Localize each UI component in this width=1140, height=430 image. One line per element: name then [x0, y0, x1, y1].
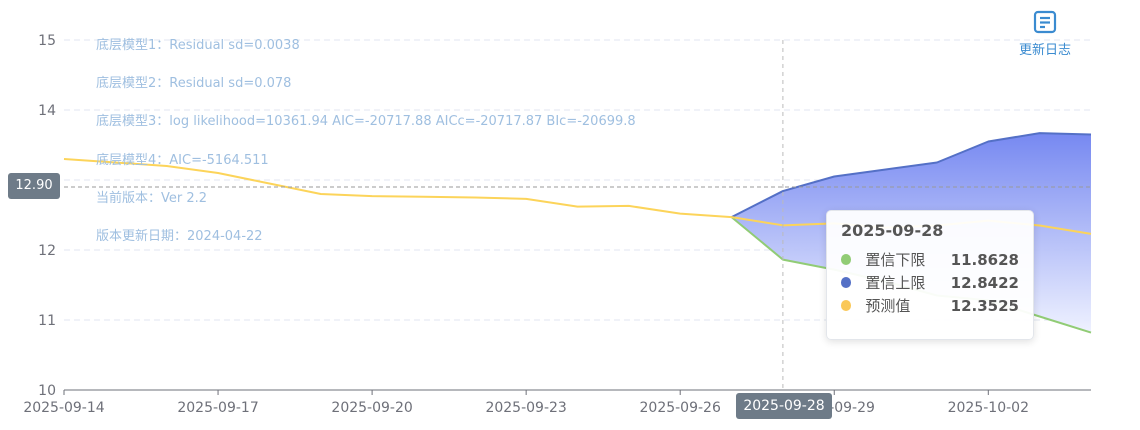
y-tick-label: 10 [38, 383, 56, 399]
tooltip-dot-upper [841, 277, 852, 288]
annotation-model-3: 底层模型3：log likelihood=10361.94 AIC=-20717… [96, 114, 636, 129]
y-tick-label: 12 [38, 243, 56, 259]
x-tick-label: 2025-09-20 [331, 400, 412, 416]
annotation-model-1: 底层模型1：Residual sd=0.0038 [96, 38, 300, 53]
tooltip-name-forecast: 预测值 [865, 297, 911, 315]
x-tick-label: 2025-09-14 [23, 400, 104, 416]
y-tick-label: 11 [38, 313, 56, 329]
tooltip-row-upper: 置信上限 12.8422 [841, 271, 1019, 294]
update-log-button[interactable]: 更新日志 [1012, 10, 1078, 58]
crosshair-x-label: 2025-09-28 [736, 393, 832, 419]
upper-bound-line [731, 132, 1092, 218]
annotation-model-4: 底层模型4：AIC=-5164.511 [96, 153, 269, 168]
annotation-update-date: 版本更新日期：2024-04-22 [96, 229, 263, 244]
x-tick-label: 2025-09-23 [485, 400, 566, 416]
tooltip-title: 2025-09-28 [841, 221, 944, 240]
annotation-version: 当前版本：Ver 2.2 [96, 191, 208, 206]
chart-tooltip: 2025-09-28 置信下限 11.8628 置信上限 12.8422 预测值… [826, 210, 1034, 340]
tooltip-value-lower: 11.8628 [950, 250, 1019, 269]
tooltip-dot-forecast [841, 300, 852, 311]
tooltip-row-lower: 置信下限 11.8628 [841, 248, 1019, 271]
y-tick-label: 15 [38, 33, 56, 49]
document-icon [1033, 10, 1057, 34]
x-tick-label: 2025-09-17 [177, 400, 258, 416]
annotation-model-2: 底层模型2：Residual sd=0.078 [96, 76, 292, 91]
tooltip-dot-lower [841, 254, 852, 265]
tooltip-row-forecast: 预测值 12.3525 [841, 294, 1019, 317]
tooltip-name-lower: 置信下限 [865, 251, 926, 269]
x-tick-label: 2025-10-02 [948, 400, 1029, 416]
tooltip-name-upper: 置信上限 [865, 274, 926, 292]
x-tick-label: 2025-09-26 [640, 400, 721, 416]
y-tick-label: 14 [38, 103, 56, 119]
tooltip-value-forecast: 12.3525 [950, 296, 1019, 315]
tooltip-value-upper: 12.8422 [950, 273, 1019, 292]
crosshair-y-label: 12.90 [8, 173, 60, 199]
update-log-label: 更新日志 [1018, 43, 1071, 58]
